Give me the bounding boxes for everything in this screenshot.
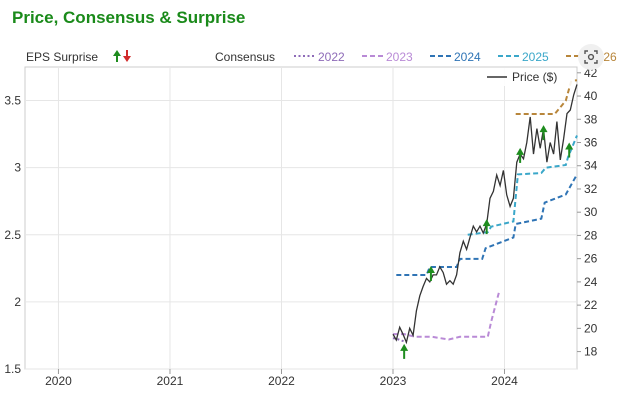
consensus-2023-line [393,292,500,341]
consensus-2024-legend-label: 2024 [454,50,481,64]
surprise-marker-up [482,219,491,235]
consensus-2026-line [515,79,577,115]
plot-area [24,66,578,370]
surprise-marker-up [539,125,548,141]
surprise-up-icon [426,266,435,274]
consensus-2025-line [467,135,578,236]
x-tick-label: 2022 [268,374,295,388]
surprise-up-icon [516,147,525,155]
surprise-up-icon [539,125,548,133]
eps-axis: 1.5 2 2.5 3 3.5 [4,94,21,376]
price-tick-label: 26 [584,252,598,266]
surprise-marker-up [565,142,574,158]
surprise-markers [400,125,574,359]
price-tick-label: 22 [584,298,598,312]
price-legend-item: Price ($) [480,68,575,86]
price-tick-label: 18 [584,345,598,359]
x-tick-label: 2023 [380,374,407,388]
price-tick-label: 40 [584,89,598,103]
eps-tick-label: 3.5 [4,94,21,108]
surprise-up-legend-icon [113,50,121,62]
eps-tick-label: 3 [14,161,21,175]
surprise-marker-up [400,343,409,359]
consensus-2022-legend-label: 2022 [318,50,345,64]
price-tick-label: 28 [584,228,598,242]
grid-lines [25,67,577,370]
price-tick-label: 24 [584,275,598,289]
surprise-up-icon [482,219,491,227]
price-tick-label: 34 [584,159,598,173]
settings-icon [584,50,598,64]
price-tick-label: 20 [584,321,598,335]
surprise-marker-up [426,266,435,282]
x-tick-label: 2024 [491,374,518,388]
eps-tick-label: 1.5 [4,362,21,376]
price-tick-label: 36 [584,136,598,150]
surprise-up-icon [565,142,574,150]
chart-settings-button[interactable] [578,44,604,70]
price-tick-label: 32 [584,182,598,196]
price-tick-label: 38 [584,112,598,126]
price-line [392,84,578,345]
page-title: Price, Consensus & Surprise [12,8,246,27]
surprise-down-legend-icon [123,50,131,62]
x-tick-label: 2021 [157,374,184,388]
x-tick-label: 2020 [45,374,72,388]
series-layer [392,79,578,345]
eps-tick-label: 2.5 [4,228,21,242]
consensus-legend-label: Consensus [215,50,275,64]
surprise-up-icon [400,343,409,351]
surprise-marker-up [516,147,525,163]
eps-surprise-legend-label: EPS Surprise [26,50,98,64]
consensus-2024-line [396,173,578,276]
consensus-2023-legend-label: 2023 [386,50,413,64]
x-axis: 2020 2021 2022 2023 2024 [45,369,518,388]
consensus-2025-legend-label: 2025 [522,50,549,64]
eps-tick-label: 2 [14,295,21,309]
price-tick-label: 30 [584,205,598,219]
price-legend-label: Price ($) [512,70,557,84]
legend: EPS Surprise Consensus 20222023202420252… [26,50,617,86]
